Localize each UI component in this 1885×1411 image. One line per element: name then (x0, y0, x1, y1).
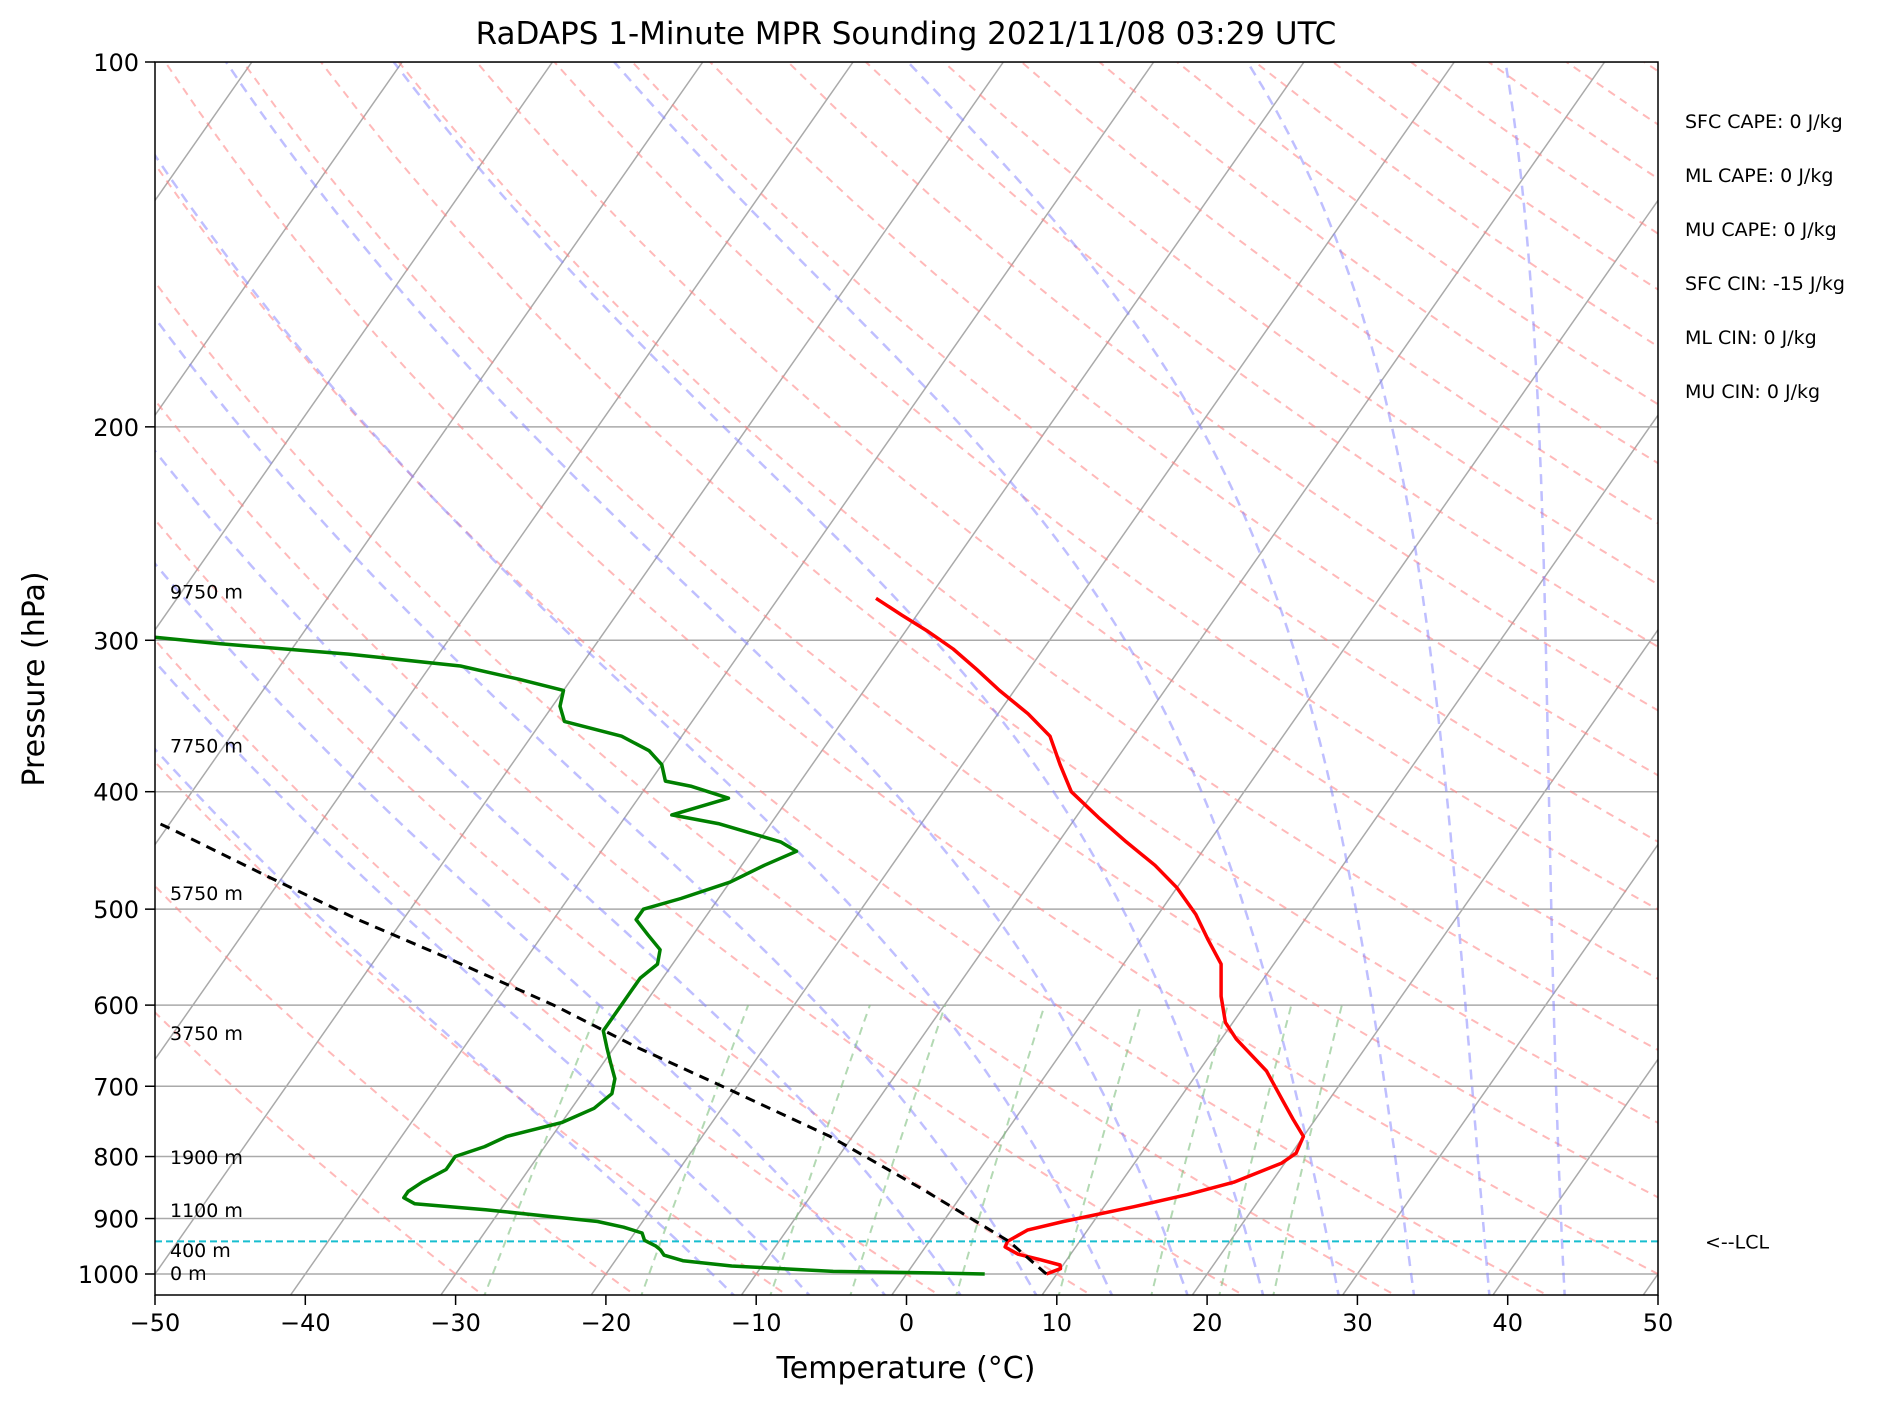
y-tick-label: 100 (93, 49, 139, 77)
x-axis-title: Temperature (°C) (776, 1351, 1036, 1386)
y-axis-title: Pressure (hPa) (17, 571, 52, 786)
y-tick-label: 200 (93, 414, 139, 442)
x-tick-label: −30 (430, 1309, 481, 1337)
y-tick-label: 800 (93, 1144, 139, 1172)
x-tick-label: 40 (1492, 1309, 1523, 1337)
height-label: 0 m (170, 1263, 207, 1285)
y-tick-label: 500 (93, 896, 139, 924)
stat-line: ML CAPE: 0 J/kg (1685, 165, 1833, 187)
x-tick-label: −20 (581, 1309, 632, 1337)
x-tick-label: −50 (130, 1309, 181, 1337)
x-tick-label: −40 (280, 1309, 331, 1337)
height-label: 1100 m (170, 1200, 243, 1222)
chart-title: RaDAPS 1-Minute MPR Sounding 2021/11/08 … (476, 16, 1337, 52)
y-tick-label: 400 (93, 779, 139, 807)
stat-line: MU CIN: 0 J/kg (1685, 381, 1820, 403)
height-label: 5750 m (170, 883, 243, 905)
x-tick-label: 20 (1192, 1309, 1223, 1337)
stat-line: MU CAPE: 0 J/kg (1685, 219, 1837, 241)
x-tick-label: 0 (899, 1309, 914, 1337)
y-tick-label: 900 (93, 1206, 139, 1234)
y-tick-label: 700 (93, 1073, 139, 1101)
lcl-label: <--LCL (1705, 1231, 1769, 1253)
y-tick-label: 1000 (78, 1261, 139, 1289)
stat-line: SFC CIN: -15 J/kg (1685, 273, 1845, 295)
y-tick-label: 300 (93, 627, 139, 655)
height-label: 9750 m (170, 582, 243, 604)
height-label: 7750 m (170, 735, 243, 757)
x-tick-label: 30 (1342, 1309, 1373, 1337)
height-label: 3750 m (170, 1023, 243, 1045)
x-tick-label: 50 (1643, 1309, 1674, 1337)
x-tick-label: 10 (1042, 1309, 1073, 1337)
y-tick-label: 600 (93, 992, 139, 1020)
stat-line: SFC CAPE: 0 J/kg (1685, 111, 1843, 133)
height-label: 1900 m (170, 1147, 243, 1169)
x-tick-label: −10 (731, 1309, 782, 1337)
stat-line: ML CIN: 0 J/kg (1685, 327, 1817, 349)
height-label: 400 m (170, 1240, 231, 1262)
